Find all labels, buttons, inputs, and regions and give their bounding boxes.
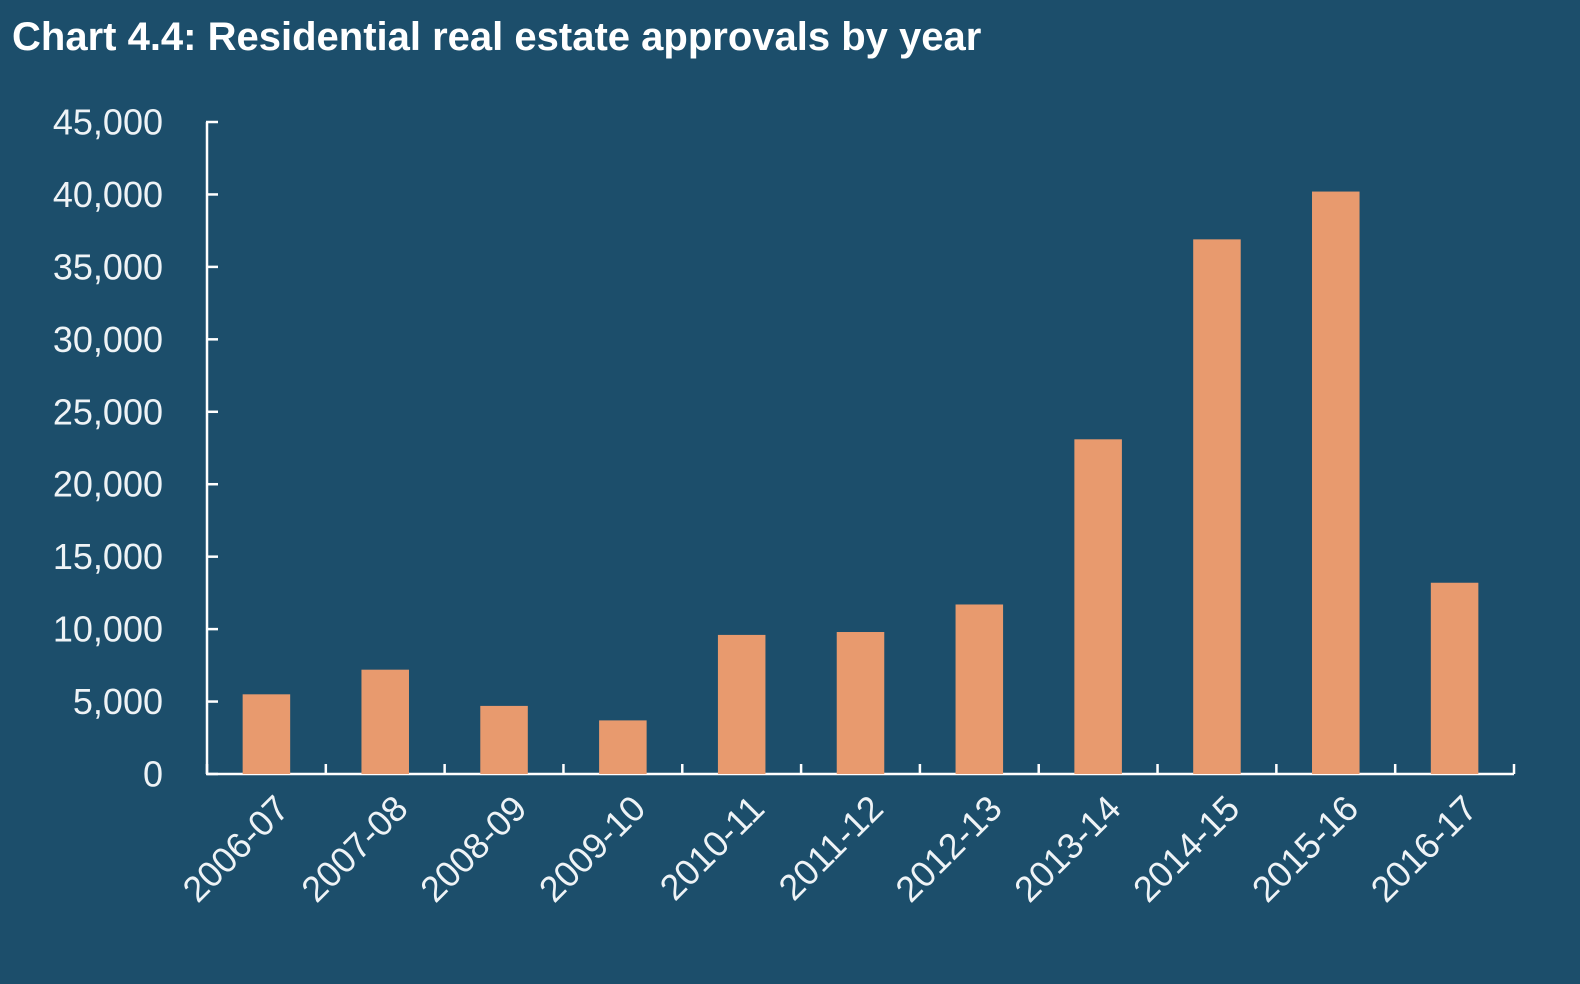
x-tick-label: 2010-11 — [652, 787, 773, 908]
x-tick-label: 2012-13 — [887, 787, 1009, 909]
y-tick-label: 0 — [143, 754, 163, 795]
bar — [480, 705, 528, 774]
x-tick-label: 2006-07 — [174, 787, 296, 909]
bar — [717, 634, 766, 774]
y-tick-label: 10,000 — [53, 609, 163, 650]
bar — [1074, 439, 1122, 774]
y-tick-label: 20,000 — [53, 464, 163, 505]
bar — [836, 632, 885, 774]
y-axis: 0 5,000 10,000 15,000 20,000 25,000 30,000 35,0… — [53, 102, 218, 795]
x-tick-label: 2016-17 — [1363, 787, 1485, 909]
y-tick-label: 35,000 — [53, 246, 163, 287]
y-tick-label: 45,000 — [53, 102, 163, 143]
x-tick-label: 2007-08 — [293, 787, 415, 909]
y-tick-label: 30,000 — [53, 319, 163, 360]
bar — [1312, 191, 1360, 775]
y-tick-label: 40,000 — [53, 174, 163, 215]
x-tick-label: 2014-15 — [1125, 787, 1247, 909]
bar-series — [242, 191, 1479, 775]
x-tick-label: 2015-16 — [1244, 787, 1366, 909]
chart-title: Chart 4.4: Residential real estate appro… — [12, 15, 982, 59]
x-tick-label: 2009-10 — [531, 787, 653, 909]
y-tick-label: 25,000 — [53, 391, 163, 432]
bar — [361, 669, 409, 774]
x-tick-label: 2013-14 — [1006, 787, 1128, 909]
bar — [955, 604, 1004, 774]
bar — [1193, 239, 1241, 775]
y-tick-label: 5,000 — [73, 681, 163, 722]
x-tick-label: 2008-09 — [412, 787, 534, 909]
bar — [599, 720, 647, 774]
bar — [242, 694, 291, 774]
y-tick-label: 15,000 — [53, 536, 163, 577]
bar — [1430, 582, 1479, 774]
x-axis: 2006-072007-082008-092009-102010-112011-… — [174, 764, 1516, 910]
x-tick-label: 2011-12 — [770, 787, 891, 908]
